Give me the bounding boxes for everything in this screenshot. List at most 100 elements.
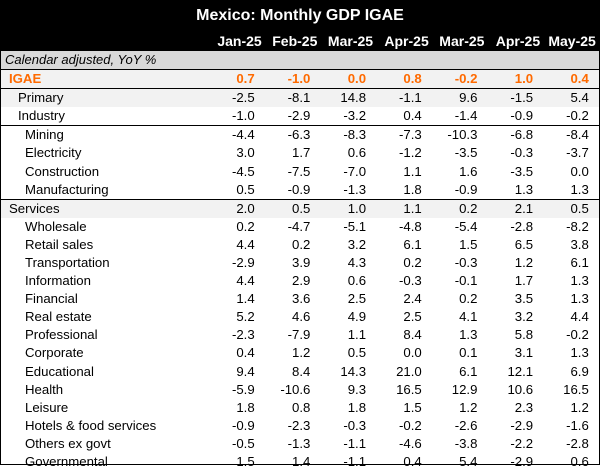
value-cell: 4.4 bbox=[236, 236, 255, 252]
value-cell: -5.1 bbox=[343, 218, 367, 234]
value-cell: 1.3 bbox=[570, 273, 589, 289]
value-cell: -0.3 bbox=[454, 254, 478, 270]
value-cell: 1.6 bbox=[459, 163, 478, 179]
table-title: Mexico: Monthly GDP IGAE bbox=[1, 1, 599, 30]
value-cell: 1.8 bbox=[347, 399, 367, 415]
value-cell: -1.5 bbox=[510, 90, 534, 106]
row-label: Financial bbox=[25, 291, 78, 307]
value-cell: 1.5 bbox=[236, 454, 255, 470]
value-cell: 16.5 bbox=[396, 381, 422, 397]
value-cell: 0.4 bbox=[236, 345, 255, 361]
table-row: Leisure 1.8 0.8 1.8 1.5 1.2 2.3 1.2 bbox=[1, 399, 599, 417]
row-label: IGAE bbox=[9, 71, 42, 87]
value-cell: 12.1 bbox=[507, 363, 534, 379]
value-cell: 0.2 bbox=[292, 236, 311, 252]
value-cell: -8.3 bbox=[343, 127, 367, 143]
row-label: Retail sales bbox=[25, 236, 94, 252]
value-cell: -1.0 bbox=[231, 108, 255, 124]
value-cell: -2.9 bbox=[287, 108, 311, 124]
value-cell: -2.6 bbox=[454, 417, 478, 433]
table-row: Information 4.4 2.9 0.6 -0.3 -0.1 1.7 1.3 bbox=[1, 272, 599, 290]
value-cell: 1.5 bbox=[459, 236, 478, 252]
value-cell: 3.6 bbox=[292, 291, 311, 307]
value-cell: 3.0 bbox=[236, 145, 255, 161]
value-cell: 6.5 bbox=[514, 236, 534, 252]
value-cell: -10.3 bbox=[447, 127, 478, 143]
value-cell: 10.6 bbox=[507, 381, 534, 397]
value-cell: 3.2 bbox=[347, 236, 367, 252]
row-label: Educational bbox=[25, 363, 94, 379]
value-cell: 1.1 bbox=[347, 327, 367, 343]
value-cell: -6.3 bbox=[287, 127, 311, 143]
value-cell: 1.2 bbox=[570, 399, 589, 415]
value-cell: -7.3 bbox=[399, 127, 422, 143]
value-cell: 0.2 bbox=[403, 254, 422, 270]
value-cell: 6.9 bbox=[570, 363, 589, 379]
table-row: Industry -1.0 -2.9 -3.2 0.4 -1.4 -0.9 -0.2 bbox=[1, 107, 599, 127]
table-row: IGAE 0.7 -1.0 0.0 0.8 -0.2 1.0 0.4 bbox=[1, 70, 599, 90]
value-cell: 1.8 bbox=[403, 181, 422, 197]
table-row: Construction -4.5 -7.5 -7.0 1.1 1.6 -3.5 0.0 bbox=[1, 162, 599, 180]
row-label: Industry bbox=[18, 108, 65, 124]
value-cell: 9.4 bbox=[236, 363, 255, 379]
value-cell: -1.4 bbox=[454, 108, 478, 124]
value-cell: 0.1 bbox=[459, 345, 478, 361]
value-cell: -5.4 bbox=[454, 218, 478, 234]
row-label: Services bbox=[9, 200, 60, 216]
value-cell: 0.2 bbox=[459, 291, 478, 307]
value-cell: 2.4 bbox=[403, 291, 422, 307]
value-cell: 4.6 bbox=[292, 309, 311, 325]
row-label: Wholesale bbox=[25, 218, 87, 234]
table-row: Electricity 3.0 1.7 0.6 -1.2 -3.5 -0.3 -3.7 bbox=[1, 144, 599, 162]
value-cell: -0.9 bbox=[510, 108, 534, 124]
table-row: Primary -2.5 -8.1 14.8 -1.1 9.6 -1.5 5.4 bbox=[1, 89, 599, 108]
table-row: Educational 9.4 8.4 14.3 21.0 6.1 12.1 6.9 bbox=[1, 363, 599, 381]
value-cell: -7.9 bbox=[287, 327, 311, 343]
value-cell: 0.5 bbox=[347, 345, 367, 361]
value-cell: -3.8 bbox=[454, 435, 478, 451]
value-cell: 1.3 bbox=[459, 327, 478, 343]
value-cell: 2.1 bbox=[514, 200, 534, 216]
value-cell: -1.1 bbox=[343, 435, 367, 451]
row-label: Health bbox=[25, 381, 64, 397]
value-cell: 4.1 bbox=[459, 309, 478, 325]
value-cell: -2.8 bbox=[566, 435, 589, 451]
value-cell: 6.1 bbox=[403, 236, 422, 252]
table-row: Professional -2.3 -7.9 1.1 8.4 1.3 5.8 -0.2 bbox=[1, 326, 599, 344]
value-cell: 1.4 bbox=[292, 454, 311, 470]
value-cell: 4.9 bbox=[347, 309, 367, 325]
value-cell: -0.2 bbox=[454, 71, 478, 87]
value-cell: 3.1 bbox=[514, 345, 534, 361]
col-header-1: Jan-25 bbox=[217, 32, 262, 49]
row-label: Governmental bbox=[25, 454, 108, 470]
value-cell: 2.5 bbox=[403, 309, 422, 325]
value-cell: 4.3 bbox=[347, 254, 367, 270]
value-cell: 3.5 bbox=[514, 291, 534, 307]
value-cell: 0.2 bbox=[236, 218, 255, 234]
col-header-4: Apr-25 bbox=[384, 32, 429, 49]
value-cell: -1.3 bbox=[343, 181, 367, 197]
value-cell: 2.0 bbox=[236, 200, 255, 216]
value-cell: 14.8 bbox=[340, 90, 367, 106]
value-cell: 1.8 bbox=[236, 399, 255, 415]
table-row: Services 2.0 0.5 1.0 1.1 0.2 2.1 0.5 bbox=[1, 199, 599, 218]
value-cell: 4.4 bbox=[236, 273, 255, 289]
value-cell: 2.5 bbox=[347, 291, 367, 307]
value-cell: 1.3 bbox=[570, 181, 589, 197]
value-cell: 0.0 bbox=[570, 163, 589, 179]
row-label: Electricity bbox=[25, 145, 82, 161]
value-cell: 3.8 bbox=[570, 236, 589, 252]
value-cell: 1.1 bbox=[403, 200, 422, 216]
row-label: Real estate bbox=[25, 309, 92, 325]
value-cell: -3.7 bbox=[566, 145, 589, 161]
value-cell: -0.2 bbox=[399, 417, 422, 433]
column-header-row: Jan-25 Feb-25 Mar-25 Apr-25 Mar-25 Apr-2… bbox=[1, 30, 599, 51]
value-cell: 3.9 bbox=[292, 254, 311, 270]
value-cell: -4.5 bbox=[231, 163, 255, 179]
row-label: Professional bbox=[25, 327, 98, 343]
value-cell: 12.9 bbox=[451, 381, 478, 397]
value-cell: 2.3 bbox=[514, 399, 534, 415]
row-label: Others ex govt bbox=[25, 435, 111, 451]
value-cell: 5.8 bbox=[514, 327, 534, 343]
